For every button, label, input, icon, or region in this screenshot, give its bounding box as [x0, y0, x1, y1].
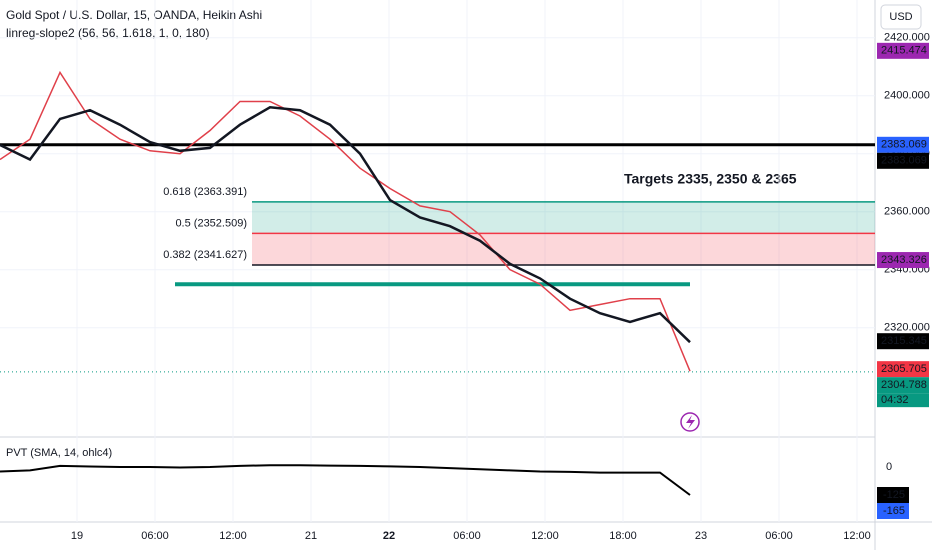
chart-title: Gold Spot / U.S. Dollar, 15, OANDA, Heik…	[6, 8, 262, 22]
pvt-tick-label: 0	[886, 461, 892, 473]
indicator-title: linreg-slope2 (56, 56, 1.618, 1, 0, 180)	[6, 26, 209, 40]
fib-zone	[252, 201, 875, 234]
y-tick-label: 2400.000	[884, 90, 930, 102]
price-label: 2305.705	[881, 363, 927, 375]
x-tick-label: 12:00	[219, 530, 247, 542]
x-tick-label: 12:00	[843, 530, 871, 542]
pvt-label: -125	[883, 489, 905, 501]
pvt-line	[0, 464, 691, 496]
x-tick-label: 23	[695, 530, 707, 542]
x-tick-label: 22	[383, 530, 395, 542]
x-tick-label: 06:00	[765, 530, 793, 542]
price-label-box	[877, 42, 929, 59]
timer: 04:32	[881, 394, 909, 406]
price-label: 2304.788	[881, 379, 927, 391]
alert-icon[interactable]	[680, 412, 700, 432]
x-tick-label: 12:00	[531, 530, 559, 542]
fib-label: 0.618 (2363.391)	[163, 186, 247, 198]
pvt-label: -165	[883, 505, 905, 517]
series-line	[0, 70, 691, 372]
price-label-box	[877, 152, 929, 169]
y-tick-label: 2320.000	[884, 322, 930, 334]
price-label-box	[877, 333, 929, 350]
currency: USD	[889, 11, 912, 23]
price-label: 2315.345	[881, 335, 927, 347]
series-line	[0, 106, 691, 344]
price-label: 2415.474	[881, 45, 927, 57]
x-tick-label: 06:00	[141, 530, 169, 542]
annotation: Targets 2335, 2350 & 2365	[624, 171, 797, 187]
price-label: 2383.069	[881, 155, 927, 167]
pvt-label-box	[877, 487, 909, 503]
x-tick-label: 06:00	[453, 530, 481, 542]
x-tick-label: 19	[71, 530, 83, 542]
fib-label: 0.382 (2341.627)	[163, 249, 247, 261]
price-label-box	[877, 136, 929, 153]
y-tick-label: 2420.000	[884, 32, 930, 44]
price-label-box	[877, 252, 929, 269]
x-tick-label: 21	[305, 530, 317, 542]
price-label: 2343.326	[881, 254, 927, 266]
price-label-box	[877, 361, 929, 378]
alert-bolt	[686, 415, 695, 429]
pvt-title: PVT (SMA, 14, ohlc4)	[6, 447, 112, 459]
fib-label: 0.5 (2352.509)	[175, 217, 247, 229]
timer-box	[877, 393, 929, 408]
price-label-box	[877, 377, 929, 394]
currency-button[interactable]	[880, 4, 922, 30]
y-tick-label: 2360.000	[884, 206, 930, 218]
pvt-label-box	[877, 503, 909, 519]
x-tick-label: 18:00	[609, 530, 637, 542]
fib-zone	[252, 233, 875, 265]
price-label: 2383.069	[881, 139, 927, 151]
